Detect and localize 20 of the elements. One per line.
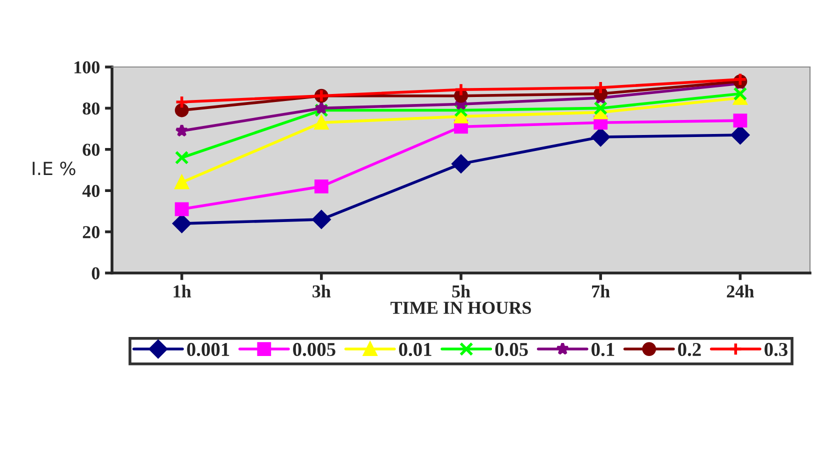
legend-label: 0.005 <box>293 342 336 356</box>
x-tick-label: 7h <box>592 284 610 298</box>
y-tick-label: 80 <box>82 102 100 115</box>
x-tick-label: 1h <box>174 284 192 298</box>
x-tick-label: 5h <box>452 284 470 298</box>
y-axis-title: I.E % <box>32 162 76 176</box>
y-tick-label: 40 <box>82 184 100 198</box>
y-tick-label: 100 <box>74 61 100 74</box>
legend-label: 0.2 <box>678 342 701 356</box>
legend-label: 0.05 <box>495 342 528 356</box>
x-tick-label: 24h <box>726 284 754 298</box>
x-axis-title: TIME IN HOURS <box>390 302 531 314</box>
y-tick-label: 20 <box>82 226 100 238</box>
y-tick-label: 0 <box>92 267 100 280</box>
legend-label: 0.3 <box>764 342 788 356</box>
legend-label: 0.001 <box>187 342 230 356</box>
x-tick-label: 3h <box>312 284 331 298</box>
y-tick-label: 60 <box>82 144 100 156</box>
legend-label: 0.01 <box>399 342 432 356</box>
legend-label: 0.1 <box>592 342 614 356</box>
